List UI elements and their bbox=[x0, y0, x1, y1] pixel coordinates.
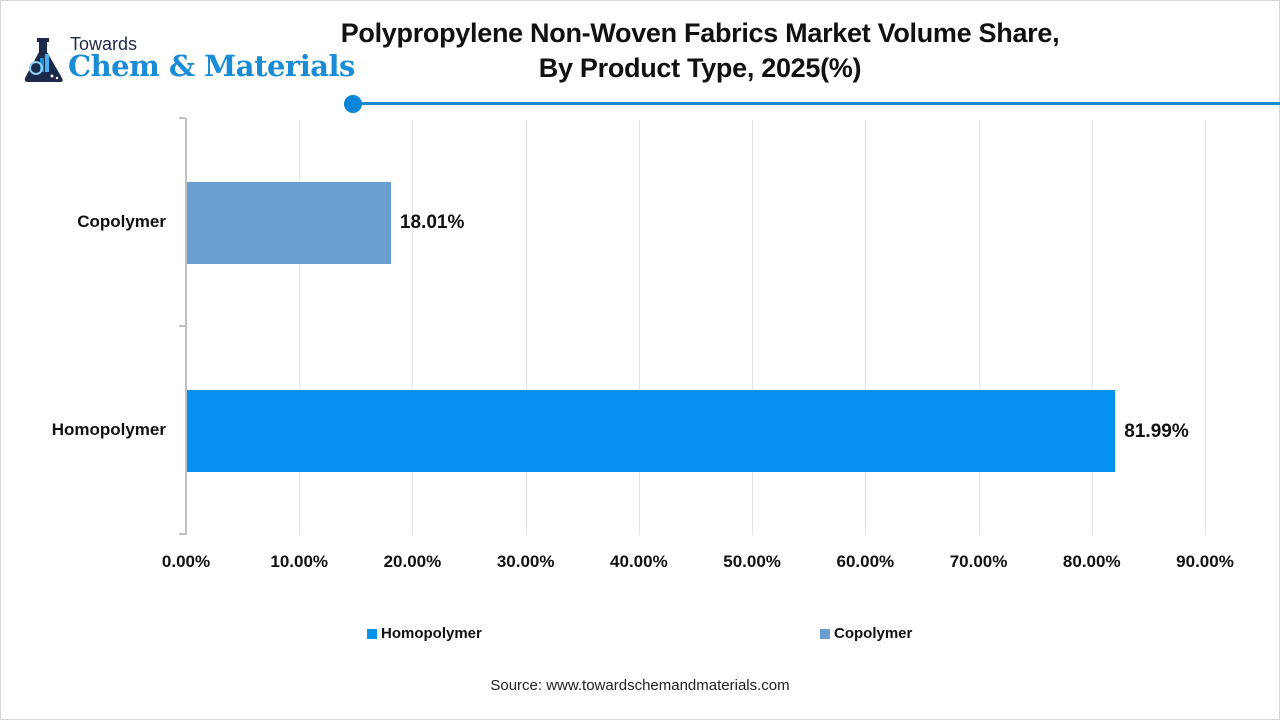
title-line-1: Polypropylene Non-Woven Fabrics Market V… bbox=[340, 18, 1060, 48]
flask-icon bbox=[24, 38, 63, 82]
legend-item-homopolymer[interactable]: Homopolymer bbox=[367, 625, 482, 642]
gridline bbox=[752, 120, 754, 535]
plot-area bbox=[186, 120, 1206, 535]
gridline bbox=[1091, 120, 1093, 535]
legend-item-copolymer[interactable]: Copolymer bbox=[820, 625, 912, 642]
x-tick-label: 40.00% bbox=[610, 552, 668, 571]
x-tick-label: 50.00% bbox=[723, 552, 781, 571]
x-tick-label: 30.00% bbox=[496, 552, 555, 571]
logo: Towards Chem & Materials bbox=[22, 34, 355, 86]
logo-text-main: Chem & Materials bbox=[68, 49, 355, 83]
gridline bbox=[978, 120, 980, 535]
legend-swatch-copolymer bbox=[820, 628, 830, 639]
x-tick-label: 70.00% bbox=[949, 552, 1008, 571]
x-tick-label: 20.00% bbox=[383, 552, 442, 571]
category-label-homopolymer: Homopolymer bbox=[51, 420, 166, 439]
category-label-copolymer: Copolymer bbox=[77, 212, 166, 231]
legend-label-homopolymer: Homopolymer bbox=[381, 625, 482, 642]
y-axis-tick bbox=[179, 117, 185, 119]
legend-swatch-homopolymer bbox=[367, 628, 377, 639]
title-underline-dot bbox=[344, 95, 362, 113]
title-underline bbox=[353, 102, 1280, 105]
y-axis-tick bbox=[179, 325, 185, 327]
x-tick-label: 10.00% bbox=[270, 552, 329, 571]
source-note: Source: www.towardschemandmaterials.com bbox=[490, 677, 790, 694]
gridline bbox=[638, 120, 640, 535]
data-label-homopolymer: 81.99% bbox=[1124, 421, 1189, 442]
x-tick-label: 0.00% bbox=[161, 552, 211, 571]
x-tick-label: 60.00% bbox=[836, 552, 895, 571]
gridline bbox=[412, 120, 414, 535]
data-label-copolymer: 18.01% bbox=[399, 212, 465, 233]
y-axis-line bbox=[185, 118, 187, 535]
gridline bbox=[865, 120, 867, 535]
bar-copolymer bbox=[187, 182, 391, 264]
gridline bbox=[1205, 120, 1206, 535]
x-tick-label: 90.00% bbox=[1176, 552, 1234, 571]
chart-title: Polypropylene Non-Woven Fabrics Market V… bbox=[340, 16, 1060, 86]
gridline bbox=[525, 120, 527, 535]
logo-text-top: Towards bbox=[70, 34, 138, 54]
legend-label-copolymer: Copolymer bbox=[834, 625, 913, 642]
x-tick-label: 80.00% bbox=[1062, 552, 1121, 571]
gridline bbox=[299, 120, 301, 535]
y-axis-tick bbox=[179, 533, 185, 535]
bar-homopolymer bbox=[187, 390, 1116, 472]
title-line-2: By Product Type, 2025(%) bbox=[538, 53, 862, 83]
